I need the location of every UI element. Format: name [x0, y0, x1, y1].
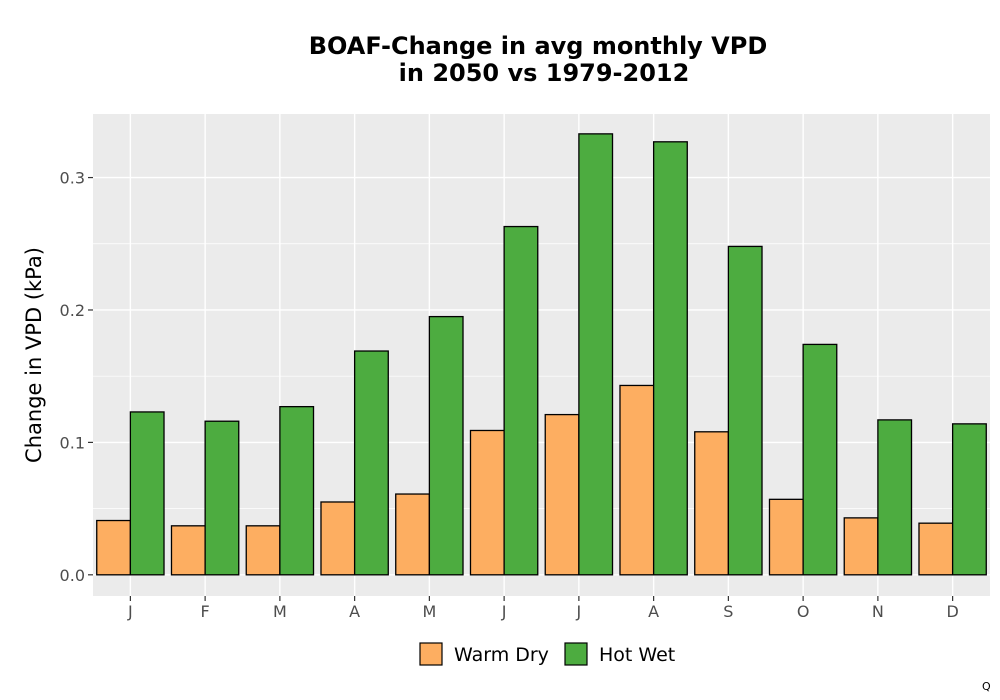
- bar-hot-wet-6: [578, 133, 614, 576]
- bar-warm-dry-0: [96, 519, 132, 576]
- chart-title-line-2: in 2050 vs 1979-2012: [399, 59, 690, 87]
- bar-hot-wet-4: [428, 315, 464, 576]
- y-tick-label: 0.0: [60, 566, 85, 585]
- x-tick-label: S: [723, 602, 733, 621]
- y-tick-label: 0.1: [60, 433, 85, 452]
- y-axis: 0.0 0.1 0.2 0.3: [60, 169, 93, 585]
- bar-warm-dry-7: [619, 384, 655, 576]
- legend-label-warm-dry: Warm Dry: [454, 644, 549, 666]
- bar-hot-wet-3: [353, 350, 389, 576]
- legend-key-warm-dry: [419, 642, 443, 666]
- bar-hot-wet-2: [279, 405, 315, 576]
- bar-hot-wet-10: [877, 419, 913, 576]
- bar-hot-wet-8: [727, 245, 763, 576]
- bar-warm-dry-10: [843, 517, 879, 576]
- bar-warm-dry-4: [395, 493, 431, 576]
- legend-key-hot-wet: [564, 642, 588, 666]
- bar-warm-dry-11: [918, 522, 954, 576]
- bar-hot-wet-9: [802, 343, 838, 576]
- y-axis-label: Change in VPD (kPa): [22, 247, 46, 463]
- x-tick-label: F: [201, 602, 210, 621]
- bar-warm-dry-1: [170, 525, 206, 576]
- x-tick-label: D: [946, 602, 958, 621]
- x-tick-label: J: [501, 602, 507, 621]
- x-tick-label: M: [422, 602, 436, 621]
- legend-label-hot-wet: Hot Wet: [599, 644, 675, 666]
- plot-panel: [93, 114, 990, 596]
- bar-warm-dry-8: [694, 431, 730, 576]
- chart-title-line-1: BOAF-Change in avg monthly VPD: [309, 32, 768, 60]
- corner-mark: Q: [982, 680, 991, 693]
- grid-minor: [93, 243, 990, 509]
- legend: Warm Dry Hot Wet: [419, 642, 675, 666]
- x-tick-label: N: [872, 602, 884, 621]
- bar-warm-dry-2: [245, 525, 281, 576]
- x-tick-label: M: [273, 602, 287, 621]
- bar-warm-dry-9: [768, 498, 804, 576]
- bar-warm-dry-3: [320, 501, 356, 576]
- bar-warm-dry-6: [544, 413, 580, 576]
- bar-hot-wet-5: [503, 225, 539, 576]
- y-tick-label: 0.2: [60, 301, 85, 320]
- bar-hot-wet-7: [652, 141, 688, 576]
- bar-hot-wet-1: [204, 420, 240, 576]
- bars: [96, 133, 987, 576]
- bar-hot-wet-0: [129, 411, 165, 576]
- bar-warm-dry-5: [469, 429, 505, 576]
- x-tick-label: A: [349, 602, 360, 621]
- bar-hot-wet-11: [951, 423, 987, 576]
- x-tick-label: A: [648, 602, 659, 621]
- x-tick-label: J: [576, 602, 582, 621]
- x-tick-label: O: [797, 602, 810, 621]
- x-tick-label: J: [127, 602, 133, 621]
- y-tick-label: 0.3: [60, 169, 85, 188]
